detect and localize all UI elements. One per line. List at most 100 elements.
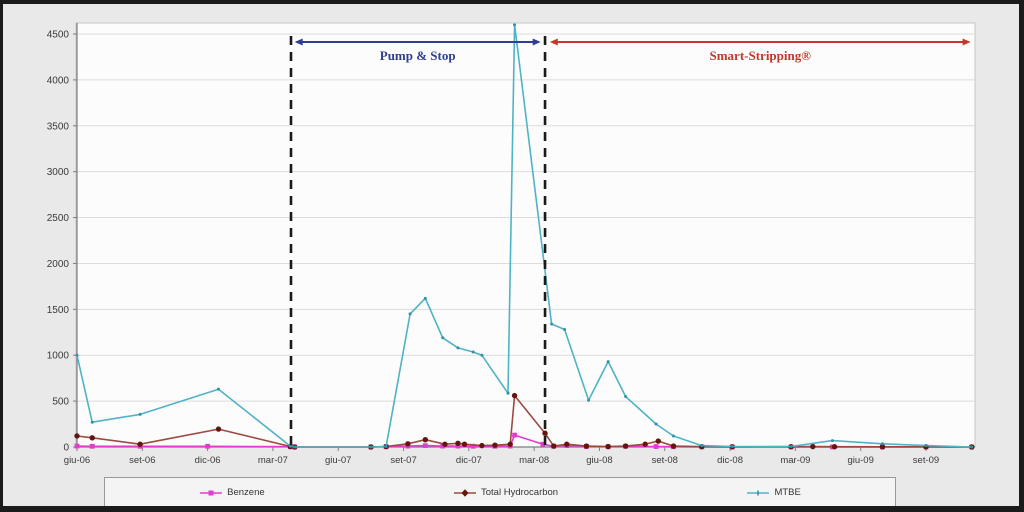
- y-tick-label: 4500: [47, 30, 70, 41]
- marker-total-hydrocarbon: [879, 444, 886, 450]
- x-tick-label: set-06: [129, 455, 155, 466]
- x-tick-label: set-08: [652, 455, 678, 466]
- marker-mtbe: [880, 442, 884, 446]
- marker-mtbe: [924, 444, 928, 448]
- marker-mtbe: [700, 444, 704, 448]
- marker-total-hydrocarbon: [583, 443, 590, 449]
- marker-mtbe: [671, 434, 675, 438]
- legend: Benzene Total Hydrocarbon MTBE: [104, 477, 896, 506]
- marker-total-hydrocarbon: [215, 426, 222, 432]
- marker-mtbe: [471, 350, 475, 354]
- marker-mtbe: [423, 296, 427, 300]
- y-tick-label: 2000: [47, 259, 70, 270]
- x-tick-label: giu-08: [586, 455, 612, 466]
- marker-mtbe: [506, 391, 510, 395]
- marker-total-hydrocarbon: [605, 443, 611, 450]
- marker-total-hydrocarbon: [542, 430, 548, 436]
- x-tick-label: giu-09: [847, 455, 873, 466]
- marker-benzene: [422, 443, 428, 449]
- smart-stripping-arrow-arrowhead-right: [962, 38, 971, 46]
- y-tick-label: 1000: [47, 351, 70, 362]
- marker-total-hydrocarbon: [137, 441, 143, 447]
- plot-background: [75, 22, 976, 448]
- y-axis: 0 500 1000 1500 2000 2500 3000 3500 4000 4500: [47, 23, 78, 454]
- gridlines: [77, 33, 975, 402]
- marker-benzene: [74, 443, 80, 449]
- x-tick-label: mar-08: [519, 455, 549, 466]
- y-tick-label: 2500: [47, 213, 70, 224]
- pump-stop-arrow-arrowhead-left: [294, 38, 303, 46]
- y-tick-label: 3000: [47, 167, 70, 178]
- marker-total-hydrocarbon: [642, 441, 648, 447]
- marker-mtbe: [513, 23, 517, 27]
- marker-mtbe: [75, 353, 79, 357]
- marker-total-hydrocarbon: [89, 435, 95, 441]
- marker-total-hydrocarbon: [670, 443, 677, 449]
- marker-total-hydrocarbon: [564, 441, 570, 447]
- marker-mtbe: [408, 312, 412, 316]
- marker-mtbe: [550, 322, 554, 326]
- smart-stripping-label: Smart-Stripping®: [710, 48, 812, 63]
- marker-total-hydrocarbon: [479, 442, 485, 449]
- marker-benzene: [89, 443, 95, 449]
- marker-mtbe: [730, 445, 734, 449]
- x-tick-label: set-07: [390, 455, 416, 466]
- marker-mtbe: [138, 412, 142, 416]
- marker-benzene: [455, 443, 461, 449]
- legend-item-benzene: Benzene: [199, 487, 265, 498]
- marker-mtbe: [587, 398, 591, 402]
- legend-item-mtbe: MTBE: [746, 487, 801, 498]
- y-tick-label: 1500: [47, 305, 70, 316]
- marker-benzene: [470, 443, 476, 449]
- marker-mtbe: [654, 422, 658, 426]
- marker-mtbe: [456, 346, 460, 350]
- marker-total-hydrocarbon: [422, 436, 429, 443]
- marker-benzene: [440, 443, 446, 449]
- y-tick-label: 500: [52, 397, 69, 408]
- x-tick-label: dic-08: [717, 455, 743, 466]
- marker-mtbe: [90, 420, 94, 424]
- y-tick-label: 3500: [47, 121, 70, 132]
- marker-mtbe: [441, 336, 445, 340]
- marker-mtbe: [624, 395, 628, 399]
- marker-mtbe: [970, 445, 974, 449]
- x-tick-label: dic-06: [195, 455, 221, 466]
- mtbe-marker-icon: [747, 490, 770, 495]
- plot-area: [75, 22, 976, 448]
- marker-total-hydrocarbon: [551, 443, 557, 449]
- marker-mtbe: [606, 360, 610, 364]
- x-tick-label: giu-07: [325, 455, 351, 466]
- legend-item-total-hydrocarbon: Total Hydrocarbon: [453, 487, 558, 498]
- marker-mtbe: [830, 439, 834, 443]
- smart-stripping-arrow-arrowhead-left: [549, 38, 558, 46]
- marker-mtbe: [217, 387, 220, 391]
- marker-total-hydrocarbon: [461, 441, 468, 447]
- marker-mtbe: [384, 445, 388, 449]
- x-tick-label: giu-06: [64, 455, 90, 466]
- marker-benzene: [540, 441, 546, 447]
- x-tick-label: mar-09: [780, 455, 810, 466]
- marker-total-hydrocarbon: [622, 443, 629, 449]
- benzene-marker-icon: [200, 490, 223, 495]
- x-axis: giu-06 set-06 dic-06 mar-07 giu-07 set-07 dic-…: [64, 446, 975, 466]
- x-tick-label: set-09: [913, 455, 939, 466]
- marker-mtbe: [293, 445, 297, 449]
- marker-total-hydrocarbon: [442, 441, 448, 447]
- y-tick-label: 0: [63, 443, 69, 454]
- line-chart: 0 500 1000 1500 2000 2500 3000 3500 4000 4500 giu…: [47, 22, 976, 466]
- marker-total-hydrocarbon: [492, 442, 498, 448]
- marker-total-hydrocarbon: [74, 433, 80, 439]
- marker-total-hydrocarbon: [455, 440, 461, 447]
- total-hydrocarbon-marker-icon: [454, 488, 476, 497]
- pump-stop-arrow-arrowhead-right: [532, 38, 541, 46]
- pump-stop-label: Pump & Stop: [380, 48, 456, 63]
- marker-total-hydrocarbon: [511, 392, 518, 399]
- data-series: [74, 23, 975, 450]
- series-mtbe: [75, 23, 974, 449]
- marker-benzene: [205, 443, 211, 449]
- y-tick-label: 4000: [47, 75, 70, 86]
- marker-total-hydrocarbon: [810, 443, 816, 450]
- legend-label: Total Hydrocarbon: [481, 487, 559, 498]
- marker-benzene: [653, 444, 659, 449]
